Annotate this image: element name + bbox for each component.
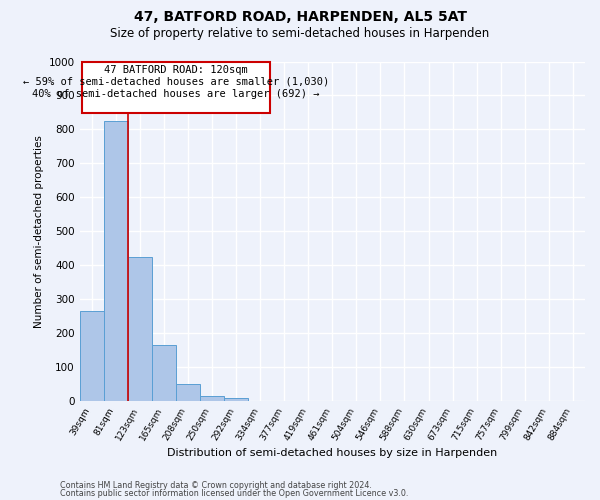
Text: ← 59% of semi-detached houses are smaller (1,030): ← 59% of semi-detached houses are smalle… [23,77,329,87]
Bar [104,121,128,401]
Text: Contains public sector information licensed under the Open Government Licence v3: Contains public sector information licen… [60,488,409,498]
Bar [80,311,104,401]
Bar [176,384,200,401]
Text: Size of property relative to semi-detached houses in Harpenden: Size of property relative to semi-detach… [110,28,490,40]
Text: 47, BATFORD ROAD, HARPENDEN, AL5 5AT: 47, BATFORD ROAD, HARPENDEN, AL5 5AT [133,10,467,24]
Text: 47 BATFORD ROAD: 120sqm: 47 BATFORD ROAD: 120sqm [104,65,248,75]
Text: 40% of semi-detached houses are larger (692) →: 40% of semi-detached houses are larger (… [32,89,320,99]
Bar [224,398,248,401]
Text: Contains HM Land Registry data © Crown copyright and database right 2024.: Contains HM Land Registry data © Crown c… [60,481,372,490]
Bar [152,345,176,401]
Bar [200,396,224,401]
FancyBboxPatch shape [82,62,269,113]
Bar [128,257,152,401]
Y-axis label: Number of semi-detached properties: Number of semi-detached properties [34,135,44,328]
X-axis label: Distribution of semi-detached houses by size in Harpenden: Distribution of semi-detached houses by … [167,448,497,458]
